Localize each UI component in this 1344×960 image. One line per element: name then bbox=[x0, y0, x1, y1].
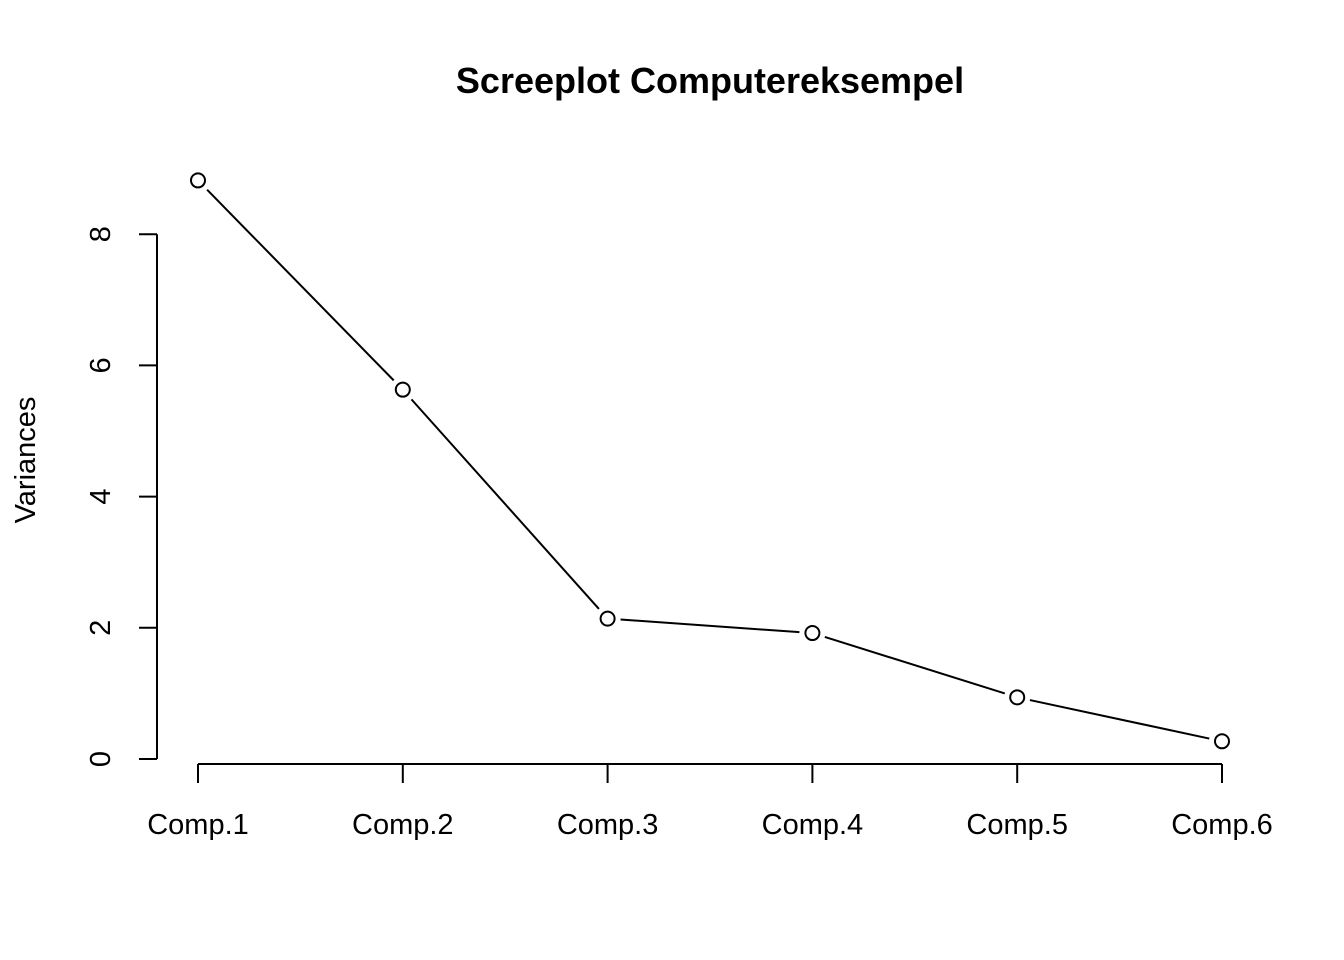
data-point bbox=[394, 381, 411, 398]
series-points bbox=[190, 172, 1230, 750]
y-tick-label: 4 bbox=[85, 489, 117, 505]
x-tick-label: Comp.6 bbox=[1171, 809, 1273, 841]
x-axis: Comp.1 Comp.2 Comp.3 Comp.4 Comp.5 Comp.6 bbox=[147, 763, 1273, 841]
data-point bbox=[599, 610, 616, 627]
y-tick-label: 0 bbox=[85, 751, 117, 767]
series-line-segment bbox=[1029, 699, 1210, 740]
x-tick-label: Comp.4 bbox=[762, 809, 864, 841]
y-axis: 0 2 4 6 8 bbox=[85, 226, 158, 767]
x-tick-label: Comp.2 bbox=[352, 809, 454, 841]
y-tick-label: 2 bbox=[85, 620, 117, 636]
data-point bbox=[1009, 689, 1026, 706]
y-tick-label: 6 bbox=[85, 357, 117, 373]
data-point bbox=[804, 625, 821, 642]
data-point bbox=[1214, 733, 1230, 750]
series-line-segment bbox=[620, 618, 800, 634]
series-line-segment bbox=[824, 635, 1006, 695]
x-tick-label: Comp.1 bbox=[147, 809, 249, 841]
y-axis-label: Variances bbox=[10, 397, 42, 524]
data-point bbox=[190, 172, 206, 189]
series-line bbox=[206, 188, 1210, 740]
x-tick-label: Comp.5 bbox=[966, 809, 1068, 841]
series-line-segment bbox=[410, 398, 600, 610]
series-line-segment bbox=[206, 188, 395, 382]
chart-title: Screeplot Computereksempel bbox=[456, 60, 964, 101]
x-tick-label: Comp.3 bbox=[557, 809, 659, 841]
y-tick-label: 8 bbox=[85, 226, 117, 242]
